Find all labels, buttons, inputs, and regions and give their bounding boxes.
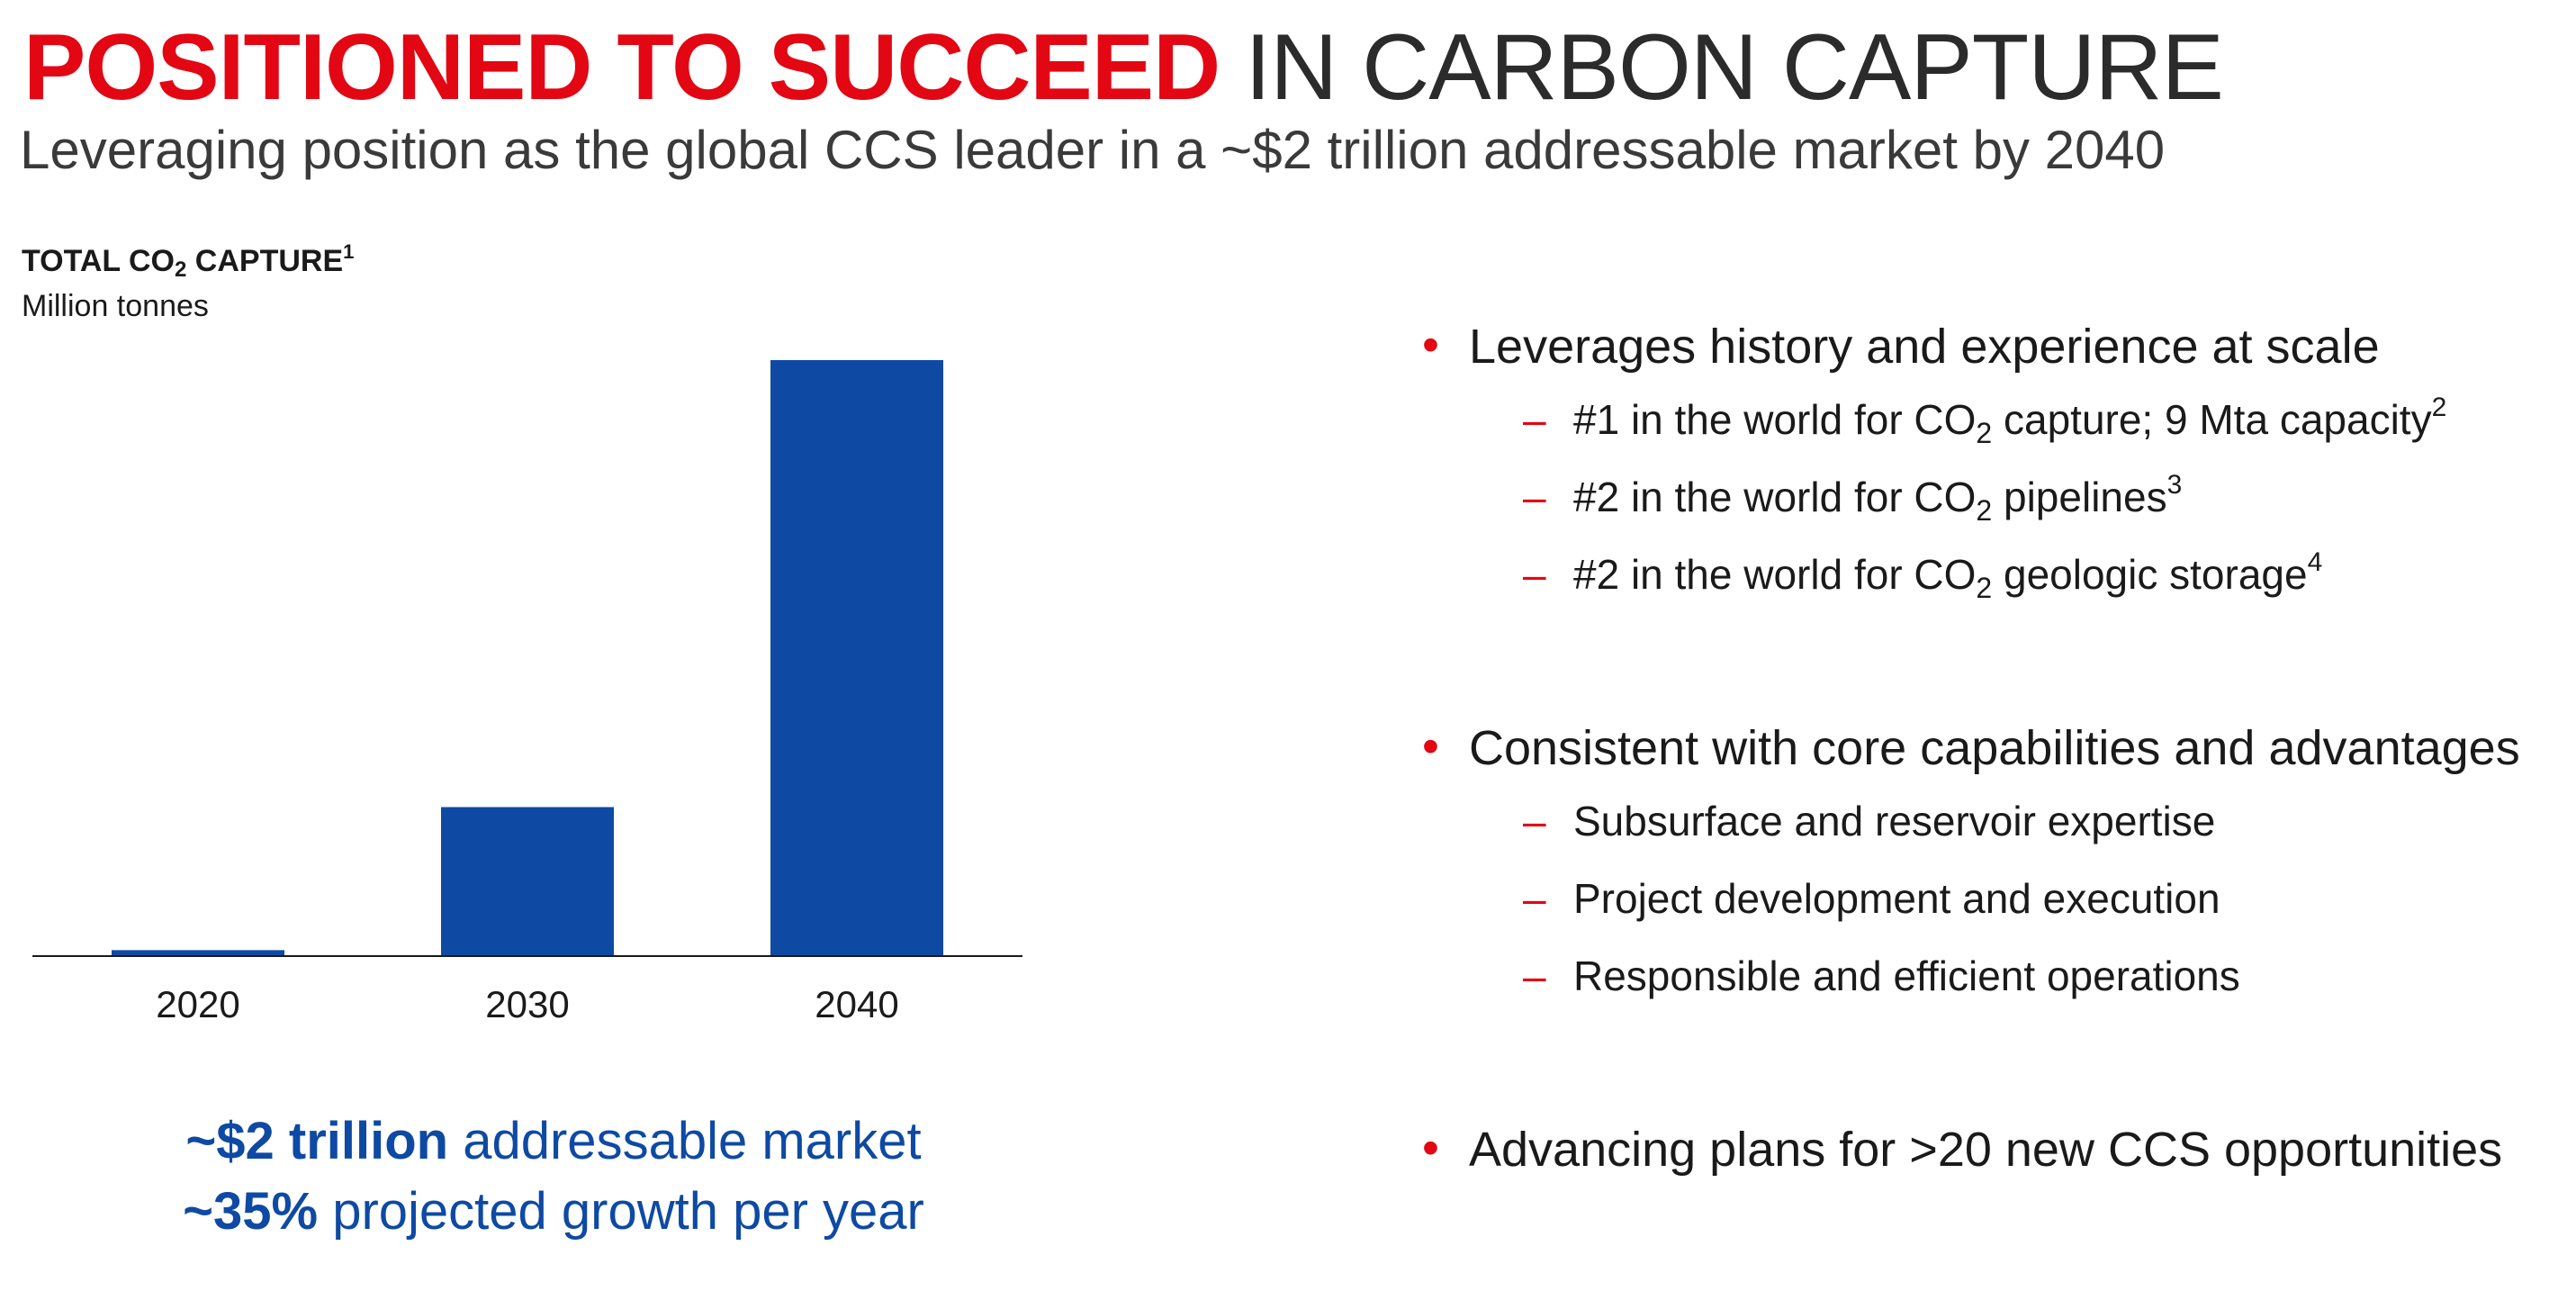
sub-bullet-item: – Project development and execution: [1523, 871, 2220, 925]
sub-bullet-item: – #1 in the world for CO2 capture; 9 Mta …: [1523, 393, 2447, 448]
dash-icon: –: [1523, 798, 1546, 844]
bullet-text: Consistent with core capabilities and ad…: [1469, 721, 2520, 775]
text-run: #1 in the world for CO: [1573, 396, 1977, 443]
bullet-dot-icon: •: [1422, 1121, 1439, 1175]
callout-line: ~35% projected growth per year: [0, 1178, 1107, 1246]
page-title: POSITIONED TO SUCCEED IN CARBON CAPTURE: [23, 9, 2224, 126]
chart-title: TOTAL CO2 CAPTURE1: [22, 241, 354, 281]
x-tick-label: 2020: [156, 983, 239, 1025]
sub-bullet-text: #2 in the world for CO2 geologic storage…: [1573, 549, 2322, 603]
subscript: 2: [1976, 417, 1993, 449]
chart-title-footnote: 1: [343, 240, 355, 263]
text-run: geologic storage: [1992, 551, 2308, 598]
sub-bullet-text: #1 in the world for CO2 capture; 9 Mta c…: [1573, 393, 2447, 448]
page-subtitle: Leveraging position as the global CCS le…: [20, 120, 2166, 180]
sub-bullet-text: #2 in the world for CO2 pipelines3: [1573, 472, 2182, 526]
callout-text: projected growth per year: [318, 1182, 924, 1241]
sub-bullet-text: Responsible and efficient operations: [1573, 952, 2240, 999]
chart-unit-label: Million tonnes: [22, 289, 209, 323]
bar-2040: [770, 360, 943, 956]
chart-title-subscript: 2: [175, 257, 187, 282]
text-run: Subsurface and reservoir expertise: [1573, 798, 2216, 844]
text-run: Project development and execution: [1573, 875, 2220, 922]
text-run: Responsible and efficient operations: [1573, 952, 2240, 999]
dash-icon: –: [1523, 396, 1546, 443]
callout-emphasis: ~$2 trillion: [185, 1112, 449, 1170]
title-rest: IN CARBON CAPTURE: [1245, 15, 2224, 120]
text-run: pipelines: [1992, 474, 2167, 520]
footnote-marker: 2: [2431, 393, 2447, 422]
sub-bullet-text: Subsurface and reservoir expertise: [1573, 798, 2215, 844]
callout-text: addressable market: [448, 1112, 922, 1170]
x-tick-label: 2040: [815, 983, 898, 1025]
sub-bullet-item: – Subsurface and reservoir expertise: [1523, 794, 2215, 848]
bar-2030: [441, 807, 614, 956]
bar-chart: 2020 2030 2040: [32, 360, 1022, 1025]
subscript: 2: [1976, 572, 1993, 604]
text-run: #2 in the world for CO: [1573, 551, 1977, 598]
callout-line: ~$2 trillion addressable market: [0, 1107, 1107, 1176]
dash-icon: –: [1523, 474, 1546, 520]
bullet-text: Leverages history and experience at scal…: [1469, 320, 2380, 374]
title-emphasis: POSITIONED TO SUCCEED: [23, 15, 1220, 120]
bullet-text: Advancing plans for >20 new CCS opportun…: [1469, 1123, 2503, 1177]
footnote-marker: 4: [2307, 547, 2323, 577]
dash-icon: –: [1523, 875, 1546, 922]
bullet-item: • Advancing plans for >20 new CCS opportu…: [1422, 1118, 2502, 1181]
sub-bullet-item: – #2 in the world for CO2 geologic storag…: [1523, 547, 2322, 603]
dash-icon: –: [1523, 551, 1546, 598]
subscript: 2: [1976, 494, 1993, 527]
dash-icon: –: [1523, 952, 1546, 999]
bar-2020: [112, 950, 284, 956]
sub-bullet-item: – #2 in the world for CO2 pipelines3: [1523, 470, 2182, 526]
footnote-marker: 3: [2166, 470, 2183, 500]
x-tick-label: 2030: [485, 983, 569, 1025]
bullet-item: • Consistent with core capabilities and a…: [1422, 717, 2520, 780]
text-run: capture; 9 Mta capacity: [1992, 396, 2432, 443]
chart-title-suffix: CAPTURE: [186, 244, 344, 278]
bullet-dot-icon: •: [1422, 318, 1439, 372]
bullet-item: • Leverages history and experience at sca…: [1422, 315, 2380, 378]
sub-bullet-text: Project development and execution: [1573, 875, 2220, 922]
sub-bullet-item: – Responsible and efficient operations: [1523, 949, 2240, 1003]
text-run: #2 in the world for CO: [1573, 474, 1977, 520]
callout-emphasis: ~35%: [183, 1182, 319, 1241]
chart-title-prefix: TOTAL CO: [22, 244, 175, 278]
bullet-dot-icon: •: [1422, 719, 1439, 773]
